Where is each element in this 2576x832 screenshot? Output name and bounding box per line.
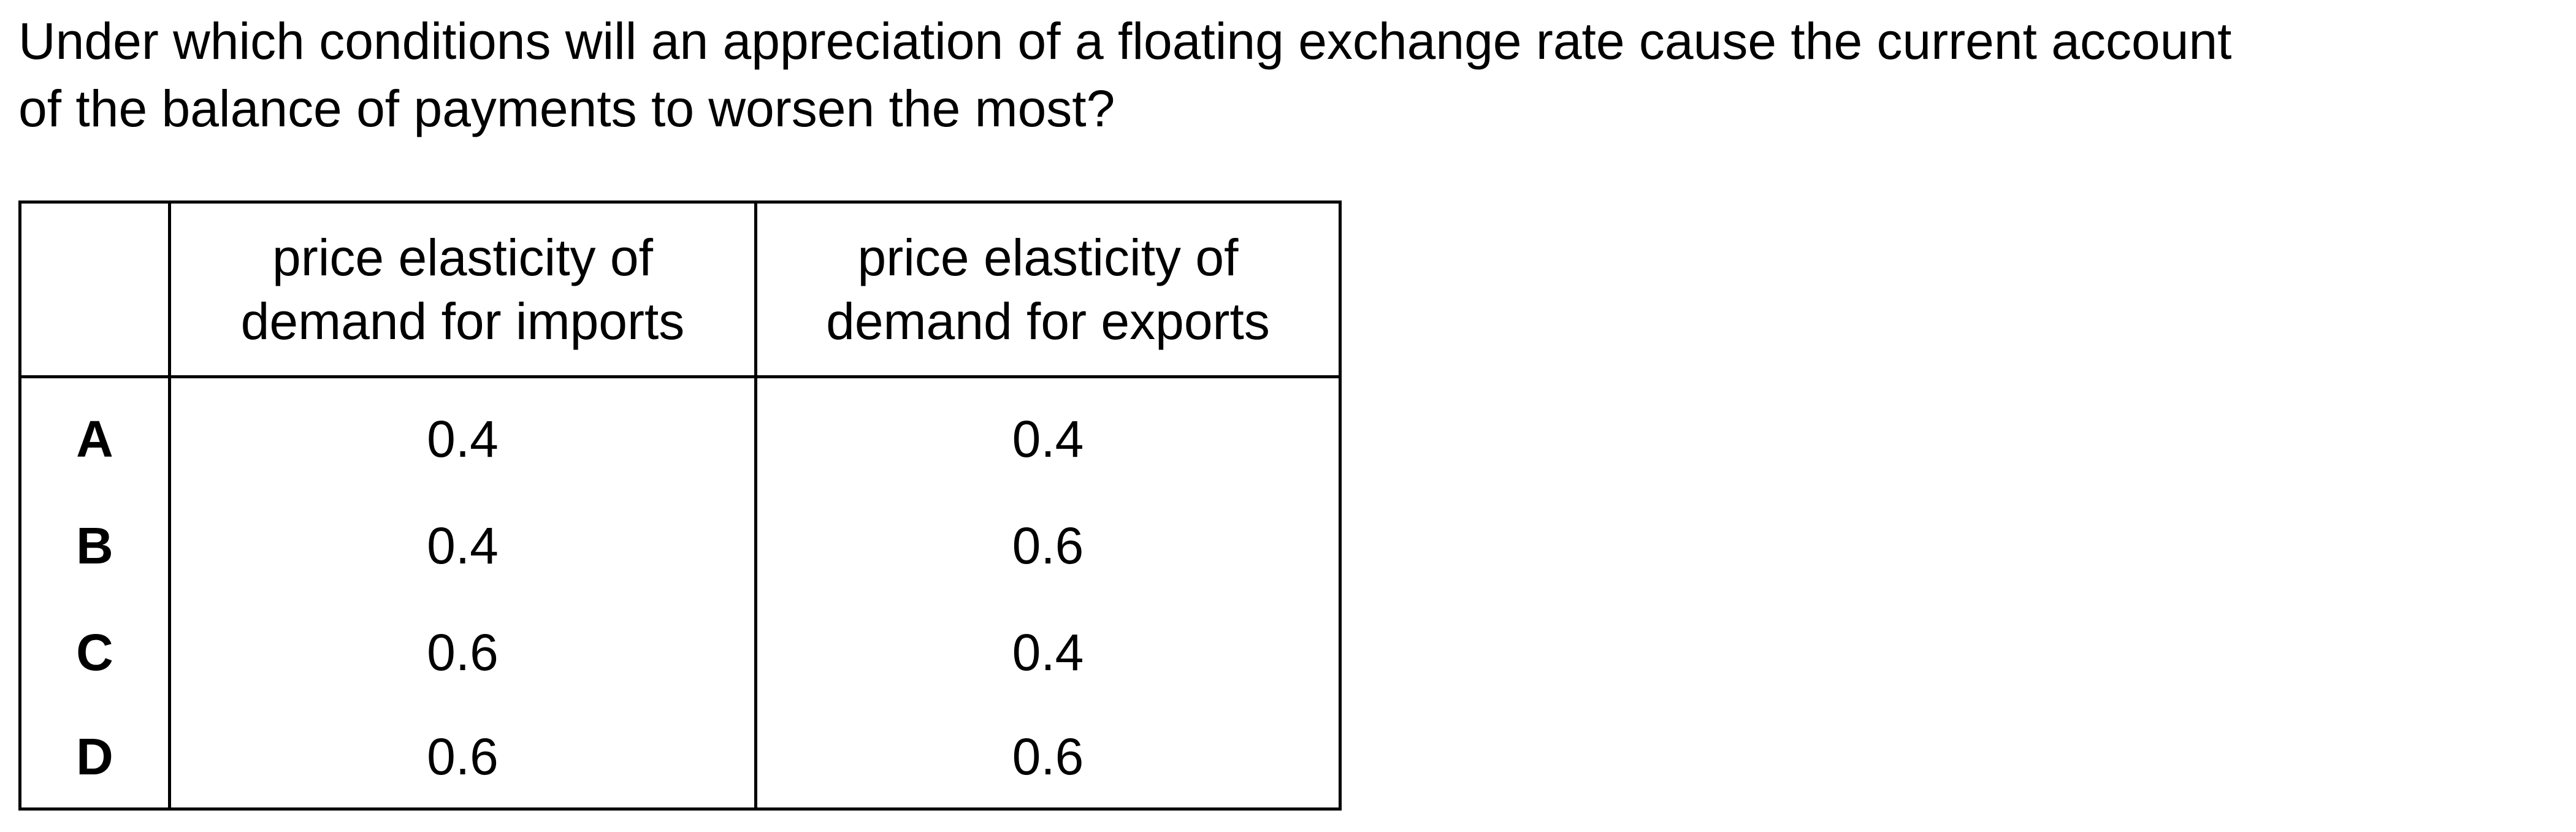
option-letter: A — [18, 376, 171, 492]
header-empty-cell — [18, 200, 171, 378]
table-row: A 0.4 0.4 — [18, 376, 1342, 492]
header-imports-elasticity: price elasticity of demand for imports — [168, 200, 757, 378]
table-row: B 0.4 0.6 — [18, 492, 1342, 599]
exports-value: 0.4 — [754, 376, 1342, 492]
exports-value: 0.4 — [754, 599, 1342, 706]
exports-value: 0.6 — [754, 492, 1342, 599]
table-row: D 0.6 0.6 — [18, 706, 1342, 811]
options-table: price elasticity of demand for imports p… — [18, 200, 1342, 811]
table-row: C 0.6 0.4 — [18, 599, 1342, 706]
exports-value: 0.6 — [754, 706, 1342, 811]
question-line-1: Under which conditions will an appreciat… — [18, 12, 2232, 70]
header-exports-elasticity: price elasticity of demand for exports — [754, 200, 1342, 378]
imports-value: 0.6 — [168, 599, 757, 706]
imports-value: 0.6 — [168, 706, 757, 811]
option-letter: C — [18, 599, 171, 706]
option-letter: B — [18, 492, 171, 599]
option-letter: D — [18, 706, 171, 811]
question-line-2: of the balance of payments to worsen the… — [18, 80, 1115, 137]
question-text: Under which conditions will an appreciat… — [18, 7, 2532, 142]
imports-value: 0.4 — [168, 376, 757, 492]
imports-value: 0.4 — [168, 492, 757, 599]
table-header-row: price elasticity of demand for imports p… — [18, 200, 1342, 378]
